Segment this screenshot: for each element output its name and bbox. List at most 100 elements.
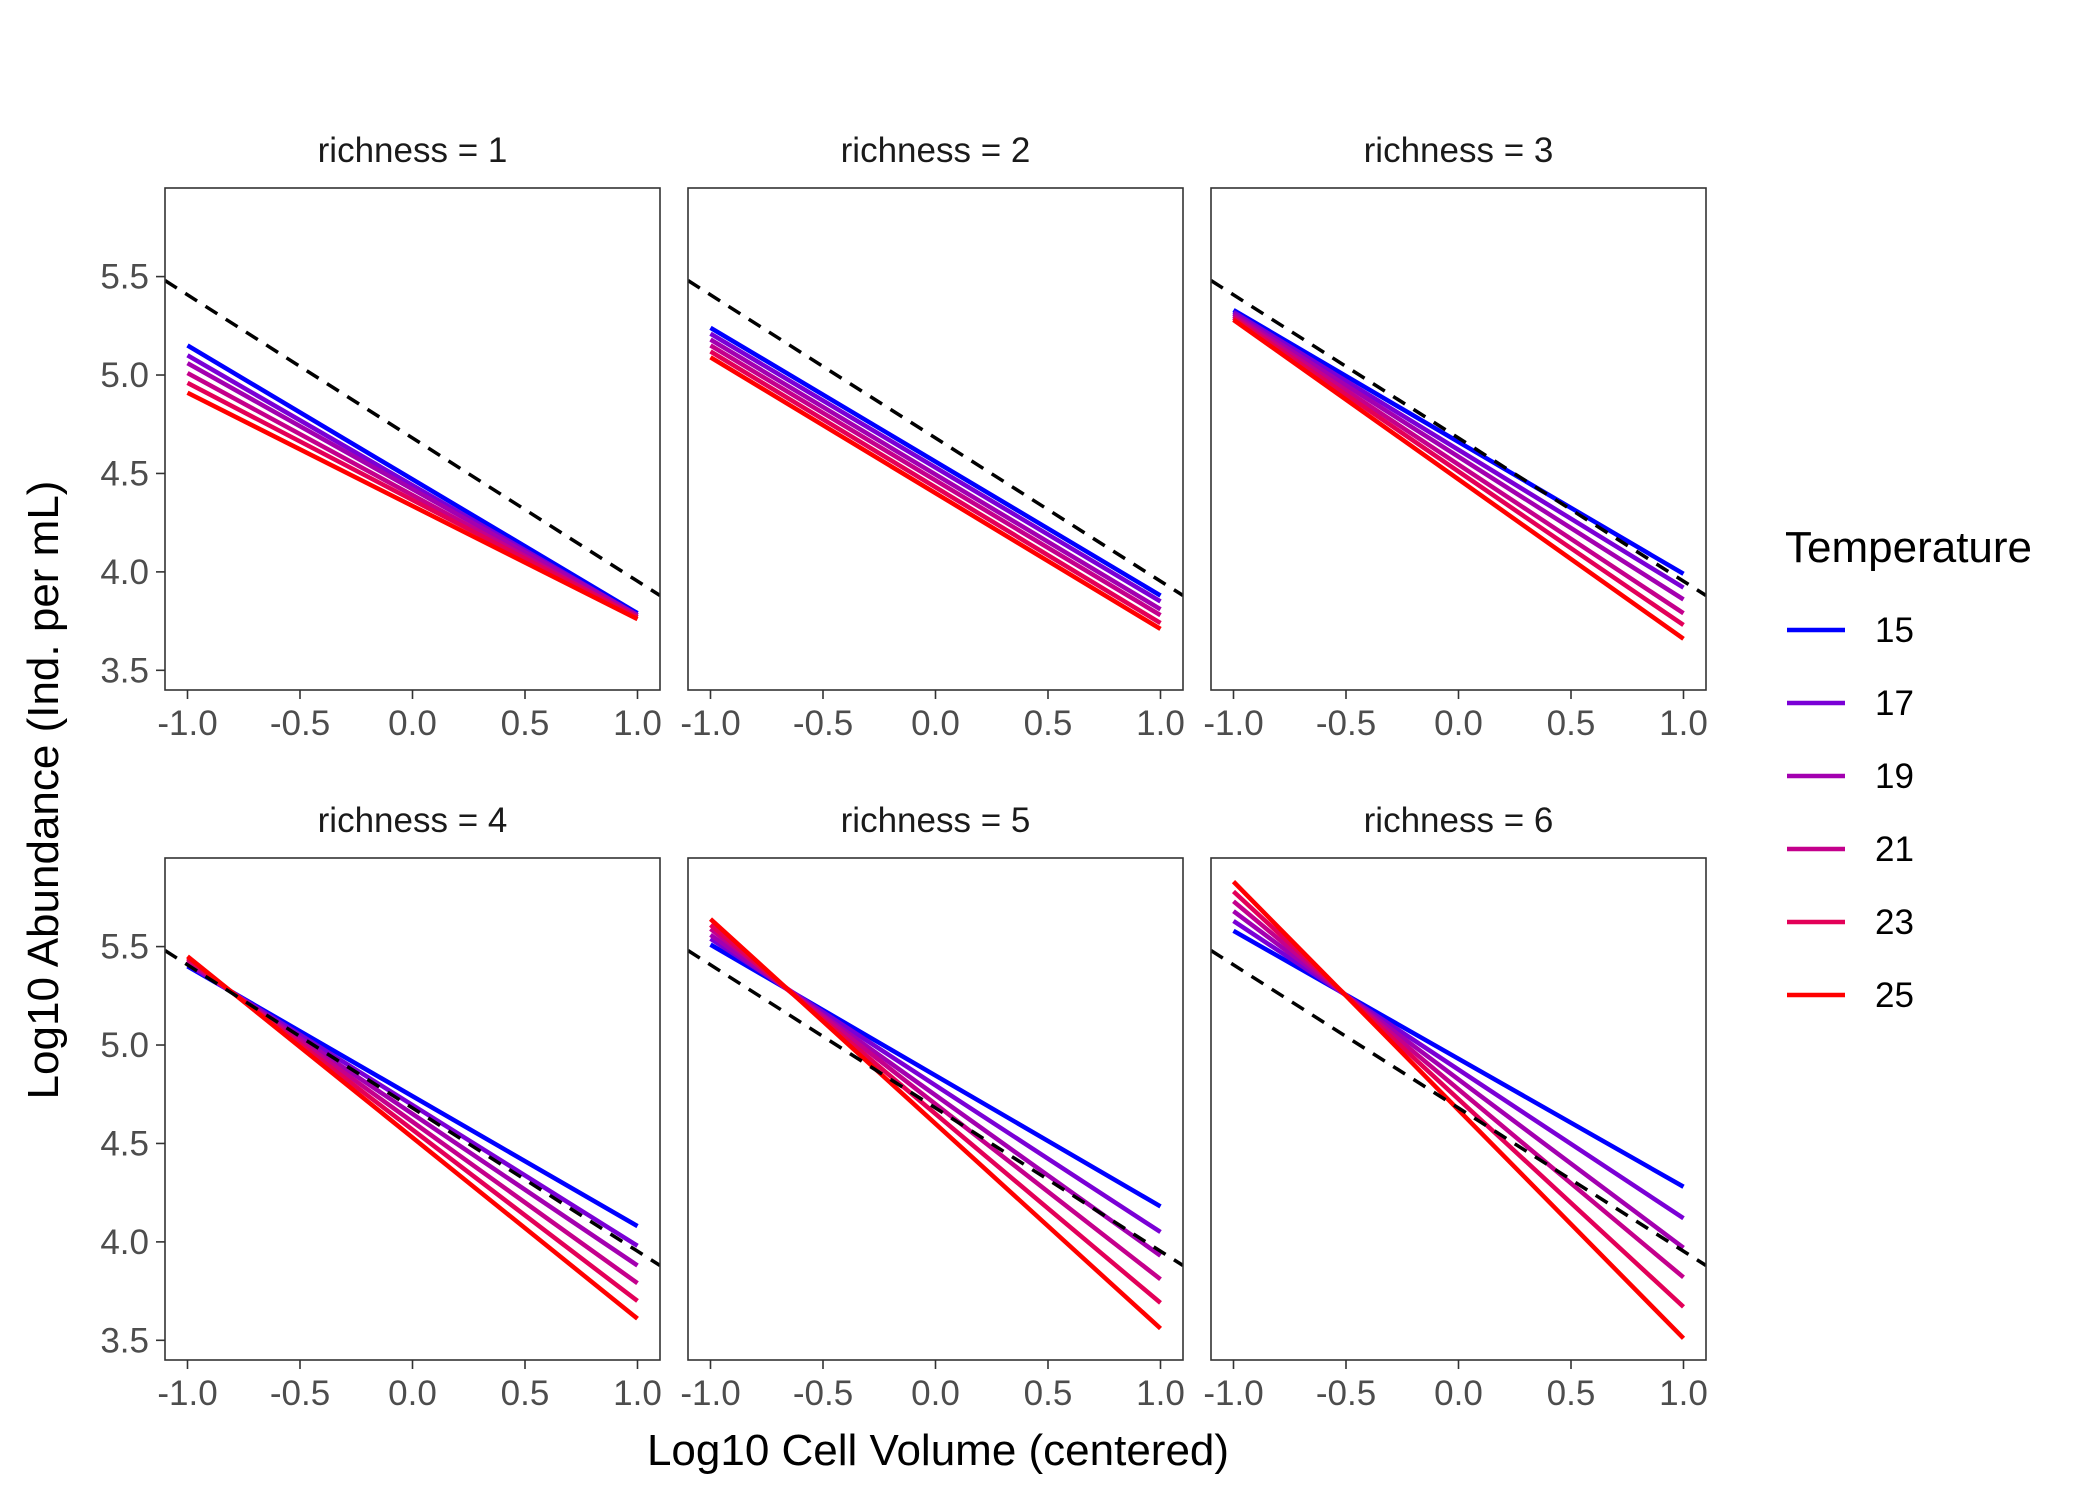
x-tick-label: 0.5: [1547, 1374, 1596, 1413]
x-tick-label: 0.0: [388, 704, 437, 743]
x-tick-label: 0.5: [1024, 704, 1073, 743]
series-line-21: [1232, 899, 1685, 1280]
x-tick-label: -1.0: [1203, 704, 1263, 743]
series-line-25: [186, 390, 639, 622]
series-line-25: [709, 355, 1162, 631]
facet-strip-label: richness = 6: [1364, 801, 1554, 840]
x-tick-label: -0.5: [270, 704, 330, 743]
series-line-19: [1232, 312, 1685, 602]
legend-item-15: 15: [1787, 611, 1914, 650]
legend-label: 25: [1875, 976, 1914, 1015]
series-line-15: [1232, 928, 1685, 1189]
series-line-19: [709, 337, 1162, 612]
x-axis: -1.0 -0.5 0.0 0.5 1.0: [680, 690, 1185, 743]
legend-item-17: 17: [1787, 684, 1914, 723]
facet-strip-label: richness = 4: [318, 801, 508, 840]
series-line-15: [1232, 308, 1685, 576]
series-line-25: [1232, 318, 1685, 641]
facet-strip-label: richness = 3: [1364, 131, 1554, 170]
y-tick-label: 4.0: [100, 553, 149, 592]
facet-panel-5: richness = 5 -1.0 -0.5 0.0 0.5 1.0: [680, 801, 1184, 1413]
facet-panels: richness = 1 -1.0 -0.5 0.0 0.5 1.0 3.5 4.0 4.5 5.…: [100, 131, 1707, 1413]
y-axis: 3.5 4.0 4.5 5.0 5.5: [100, 928, 165, 1360]
y-tick-label: 3.5: [100, 651, 149, 690]
x-tick-label: 0.0: [1434, 1374, 1483, 1413]
x-tick-label: 1.0: [613, 1374, 662, 1413]
legend-item-25: 25: [1787, 976, 1914, 1015]
x-tick-label: 1.0: [613, 704, 662, 743]
facet-strip-label: richness = 5: [841, 801, 1031, 840]
reference-line: [1211, 949, 1706, 1267]
x-tick-label: 0.0: [911, 704, 960, 743]
x-axis: -1.0 -0.5 0.0 0.5 1.0: [680, 1360, 1185, 1413]
x-tick-label: 0.0: [911, 1374, 960, 1413]
facet-panel-3: richness = 3 -1.0 -0.5 0.0 0.5 1.0: [1203, 131, 1707, 743]
x-tick-label: 0.5: [501, 1374, 550, 1413]
reference-line: [688, 279, 1183, 597]
reference-line: [688, 949, 1183, 1267]
x-tick-label: 0.0: [388, 1374, 437, 1413]
plot-area: [688, 279, 1183, 631]
y-tick-label: 5.5: [100, 928, 149, 967]
reference-line: [165, 279, 660, 597]
x-tick-label: 1.0: [1659, 704, 1708, 743]
legend-label: 21: [1875, 830, 1914, 869]
series-line-25: [186, 954, 639, 1321]
x-tick-label: 0.5: [1024, 1374, 1073, 1413]
x-axis: -1.0 -0.5 0.0 0.5 1.0: [1203, 1360, 1708, 1413]
reference-line: [165, 949, 660, 1267]
facet-strip-label: richness = 1: [318, 131, 508, 170]
y-tick-label: 4.0: [100, 1223, 149, 1262]
legend-item-19: 19: [1787, 757, 1914, 796]
x-tick-label: -1.0: [680, 1374, 740, 1413]
reference-line: [1211, 279, 1706, 597]
x-tick-label: -0.5: [270, 1374, 330, 1413]
facet-panel-1: richness = 1 -1.0 -0.5 0.0 0.5 1.0 3.5 4.0 4.5 5.…: [100, 131, 661, 743]
legend-label: 19: [1875, 757, 1914, 796]
y-tick-label: 4.5: [100, 1124, 149, 1163]
legend-label: 15: [1875, 611, 1914, 650]
y-axis-title: Log10 Abundance (Ind. per mL): [19, 481, 68, 1100]
series-line-23: [1232, 316, 1685, 627]
plot-area: [688, 917, 1183, 1331]
x-tick-label: 1.0: [1659, 1374, 1708, 1413]
x-tick-label: -1.0: [680, 704, 740, 743]
series-line-21: [709, 343, 1162, 618]
x-axis: -1.0 -0.5 0.0 0.5 1.0: [157, 690, 662, 743]
y-axis: 3.5 4.0 4.5 5.0 5.5: [100, 258, 165, 690]
facet-panel-4: richness = 4 -1.0 -0.5 0.0 0.5 1.0 3.5 4.0 4.5 5.…: [100, 801, 661, 1413]
facet-strip-label: richness = 2: [841, 131, 1031, 170]
x-axis-title: Log10 Cell Volume (centered): [647, 1426, 1229, 1475]
y-tick-label: 5.0: [100, 1026, 149, 1065]
legend-item-23: 23: [1787, 903, 1914, 942]
x-tick-label: -0.5: [1316, 704, 1376, 743]
series-line-19: [1232, 909, 1685, 1250]
x-tick-label: -0.5: [793, 704, 853, 743]
plot-area: [1211, 880, 1706, 1340]
x-tick-label: 0.5: [1547, 704, 1596, 743]
series-line-15: [709, 325, 1162, 598]
series-line-17: [709, 331, 1162, 604]
plot-area: [165, 279, 660, 622]
legend-label: 23: [1875, 903, 1914, 942]
x-tick-label: 0.5: [501, 704, 550, 743]
plot-area: [1211, 279, 1706, 641]
series-line-15: [186, 343, 639, 616]
x-axis: -1.0 -0.5 0.0 0.5 1.0: [1203, 690, 1708, 743]
series-line-25: [708, 917, 1163, 1331]
legend-label: 17: [1875, 684, 1914, 723]
legend-title: Temperature: [1785, 523, 2032, 572]
series-line-17: [1232, 310, 1685, 590]
x-tick-label: -1.0: [157, 704, 217, 743]
x-axis: -1.0 -0.5 0.0 0.5 1.0: [157, 1360, 662, 1413]
facet-panel-6: richness = 6 -1.0 -0.5 0.0 0.5 1.0: [1203, 801, 1707, 1413]
x-tick-label: -1.0: [157, 1374, 217, 1413]
y-tick-label: 3.5: [100, 1321, 149, 1360]
x-tick-label: -1.0: [1203, 1374, 1263, 1413]
series-line-23: [186, 380, 639, 620]
series-line-17: [1232, 919, 1685, 1221]
x-tick-label: 0.0: [1434, 704, 1483, 743]
x-tick-label: 1.0: [1136, 704, 1185, 743]
